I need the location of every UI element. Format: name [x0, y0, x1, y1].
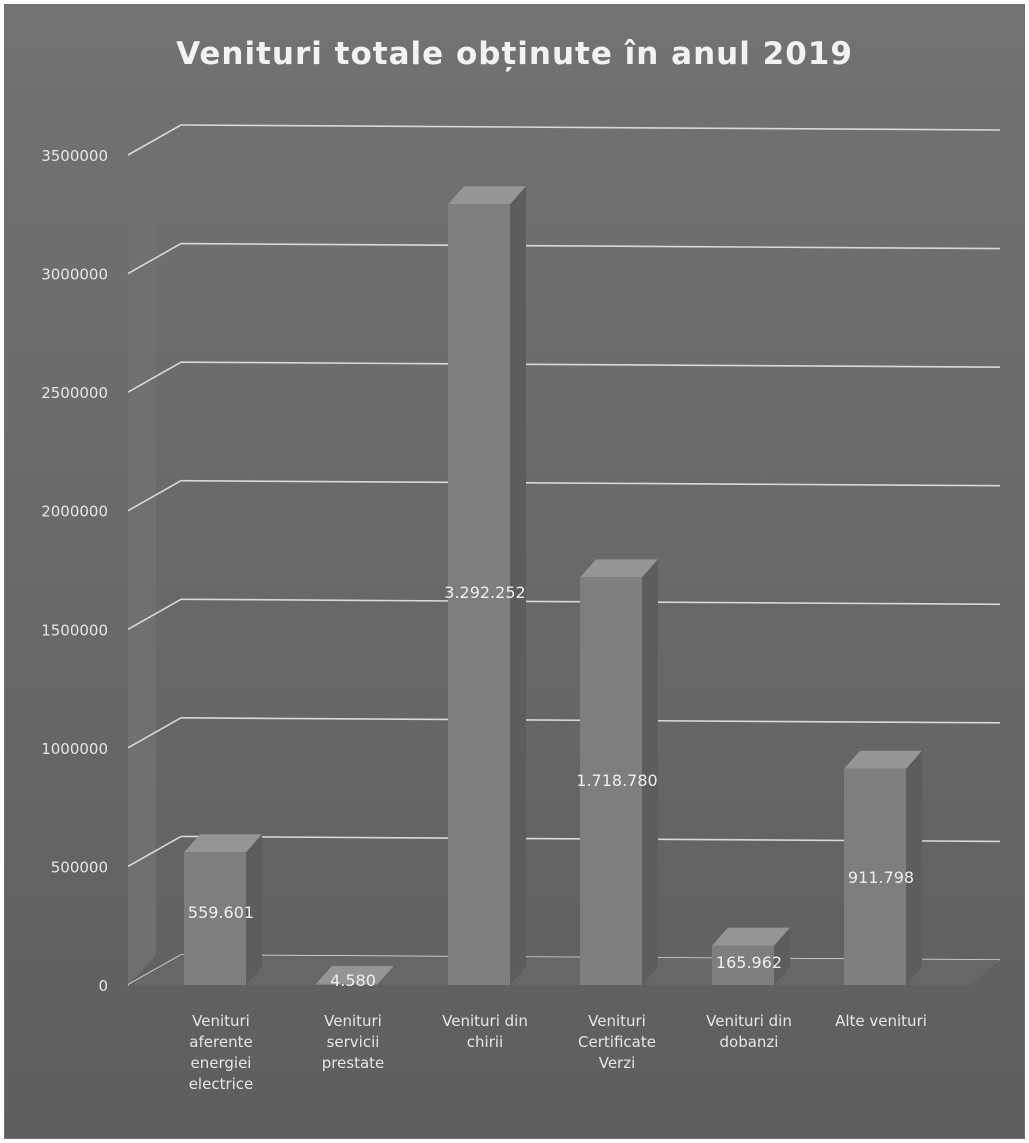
bar-top: [448, 186, 526, 205]
y-tick-label: 3500000: [41, 147, 108, 165]
gridline-diagonal: [127, 480, 182, 512]
bar-side: [906, 750, 922, 985]
bar: [712, 945, 774, 985]
gridline-diagonal: [127, 717, 182, 749]
y-tick-label: 3000000: [41, 266, 108, 284]
bar-side: [642, 559, 658, 985]
gridline: [180, 124, 1001, 131]
bar-side: [246, 834, 262, 985]
y-tick-label: 0: [98, 977, 108, 995]
bar-top: [844, 750, 922, 769]
y-tick-label: 2500000: [41, 384, 108, 402]
x-tick-label: Venituri: [324, 1012, 382, 1030]
x-tick-label: energiei: [191, 1054, 252, 1072]
bar: [184, 852, 246, 985]
y-tick-label: 2000000: [41, 503, 108, 521]
bar: [316, 983, 378, 985]
bar-top: [184, 834, 262, 853]
gridline-diagonal: [127, 598, 182, 630]
bar: [580, 577, 642, 985]
data-label: 1.718.780: [576, 771, 657, 790]
data-label: 4.580: [330, 971, 376, 990]
y-tick-label: 500000: [51, 858, 108, 876]
bar-side: [774, 927, 790, 985]
gridline-diagonal: [127, 242, 182, 275]
y-tick-label: 1500000: [41, 621, 108, 639]
y-tick-label: 1000000: [41, 740, 108, 758]
chart-title: Venituri totale obținute în anul 2019: [176, 36, 853, 72]
bar-side: [378, 965, 394, 985]
bar-top: [316, 965, 394, 984]
gridline: [180, 361, 1001, 368]
data-label: 911.798: [848, 868, 914, 887]
x-tick-label: Alte venituri: [835, 1012, 927, 1030]
x-tick-label: dobanzi: [720, 1033, 779, 1051]
gridline-diagonal: [127, 124, 182, 156]
bar-top: [580, 559, 658, 578]
x-tick-label: Venituri din: [706, 1012, 792, 1030]
x-tick-label: Venituri: [192, 1012, 250, 1030]
data-label: 3.292.252: [444, 583, 525, 602]
data-label: 165.962: [716, 953, 782, 972]
gridline-diagonal: [127, 361, 182, 393]
gridline: [180, 242, 1001, 250]
x-tick-label: electrice: [189, 1075, 254, 1093]
x-tick-label: Certificate: [578, 1033, 656, 1051]
x-tick-label: prestate: [322, 1054, 385, 1072]
x-tick-label: servicii: [327, 1033, 380, 1051]
x-tick-label: Venituri: [588, 1012, 646, 1030]
bar: [448, 204, 510, 985]
data-label: 559.601: [188, 903, 254, 922]
x-tick-label: Venituri din: [442, 1012, 528, 1030]
x-tick-label: chirii: [467, 1033, 503, 1051]
x-tick-label: Verzi: [599, 1054, 636, 1072]
x-tick-label: aferente: [189, 1033, 252, 1051]
bar: [844, 768, 906, 985]
bar-top: [712, 927, 790, 946]
gridline-diagonal: [127, 835, 182, 868]
bar-side: [510, 186, 526, 985]
chart-side-wall: [128, 125, 156, 985]
gridline: [180, 479, 1001, 487]
